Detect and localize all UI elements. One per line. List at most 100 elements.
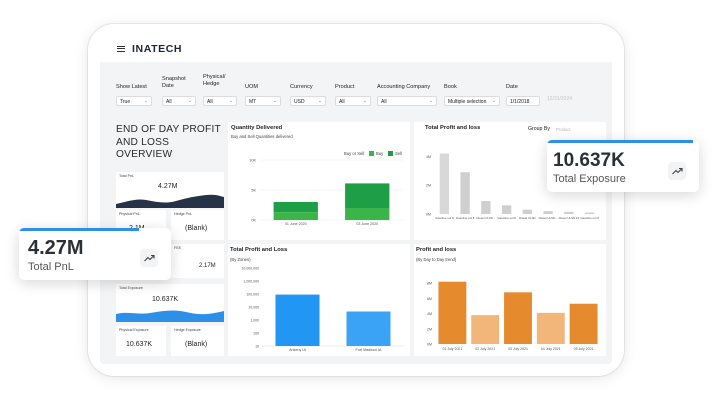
dashboard-screen: INATECH Show Latest True ⌄ Snapshot Date … [100, 36, 612, 364]
bar-buy[interactable] [345, 208, 390, 220]
chevron-down-icon: ⌄ [317, 97, 322, 104]
x-tick-label: Diesel ULSD 10 [559, 216, 580, 220]
y-tick-label: 8M [427, 282, 432, 286]
filter-label-accounting-company: Accounting Company [377, 84, 431, 90]
x-tick-label: Gasoline unl 8 [456, 216, 475, 220]
y-tick-label: 2M [427, 327, 432, 331]
panel-title: Profit and loss [416, 247, 457, 253]
kpi-label: FEE [174, 246, 181, 250]
group-by-select[interactable]: Product [556, 127, 571, 132]
filter-label-physical-hedge: Physical/ Hedge [203, 74, 226, 87]
x-tick-label: Gasoline unl 8 [580, 216, 599, 220]
float-value: 10.637K [553, 150, 625, 171]
panel-subtitle: (By Zones) [230, 257, 251, 262]
float-label: Total Exposure [553, 173, 626, 185]
bar-product[interactable] [460, 172, 470, 214]
hamburger-menu-icon[interactable] [117, 46, 125, 52]
x-tick-label: Diesel ULSD [519, 216, 536, 220]
pnl-sparkline [116, 194, 224, 208]
y-tick-label: 10 [255, 345, 259, 349]
y-tick-label: 10,000,000 [241, 267, 259, 271]
x-tick-label: 04 July 2021 [541, 347, 561, 351]
bar-product[interactable] [543, 211, 553, 214]
chevron-down-icon: ⌄ [187, 97, 192, 104]
legend-title: Buy or Sell [344, 151, 365, 156]
x-tick-label: 05 July 2021 [574, 347, 594, 351]
float-card-total-exposure[interactable]: 10.637K Total Exposure [547, 140, 699, 192]
kpi-value: 4.27M [158, 183, 178, 190]
bar-day[interactable] [569, 303, 598, 344]
kpi-label: Total Exposure [119, 286, 143, 290]
legend-buy[interactable]: Buy [376, 151, 384, 156]
bar-product[interactable] [584, 212, 595, 214]
bar-product[interactable] [501, 205, 512, 214]
panel-subtitle: (By Day to Day trend) [416, 257, 457, 262]
kpi-card-physical-exposure[interactable]: Physical Exposure 10.637K [116, 326, 166, 356]
app-logo: INATECH [132, 43, 183, 55]
kpi-label: Total PnL [119, 174, 134, 178]
card-accent-bar [547, 140, 693, 143]
kpi-value: (Blank) [185, 341, 208, 348]
bar-buy[interactable] [273, 212, 318, 220]
filter-select-currency[interactable]: USD ⌄ [290, 96, 326, 106]
filter-select-accounting-company[interactable]: All ⌄ [377, 96, 437, 106]
chevron-down-icon: ⌄ [428, 97, 433, 104]
y-tick-label: 1,000 [250, 319, 259, 323]
kpi-card-total-pnl[interactable]: Total PnL 4.27M [116, 172, 224, 208]
bar-sell[interactable] [273, 202, 318, 213]
y-tick-label: 4M [426, 155, 431, 159]
kpi-card-fee[interactable]: FEE 2.17M [171, 244, 224, 278]
chevron-down-icon: ⌄ [143, 97, 148, 104]
y-tick-label: 100,000 [246, 293, 259, 297]
float-card-total-pnl[interactable]: 4.27M Total PnL [19, 228, 171, 280]
bar-sell[interactable] [345, 183, 390, 208]
panel-title: Total Profit and loss [425, 125, 481, 131]
y-tick-label: 0M [427, 343, 432, 347]
x-tick-label: Diesel ULSD .. [476, 216, 495, 220]
group-by-label: Group By [528, 126, 550, 132]
bar-day[interactable] [438, 281, 467, 344]
kpi-card-hedge-exposure[interactable]: Hedge Exposure (Blank) [171, 326, 224, 356]
bar-zone[interactable] [346, 311, 391, 346]
card-accent-bar [19, 228, 139, 231]
x-tick-label: Ankeny IA [289, 348, 306, 352]
y-tick-label: 4M [427, 312, 432, 316]
bar-day[interactable] [471, 315, 500, 344]
bar-zone[interactable] [275, 294, 320, 346]
panel-title: Quantity Delivered [231, 125, 283, 131]
panel-quantity-delivered: Quantity Delivered Buy and Sell Quantiti… [228, 122, 410, 240]
filter-date-start[interactable]: 1/1/2018 [506, 96, 540, 106]
filter-select-snapshot-date[interactable]: All ⌄ [162, 96, 196, 106]
y-tick-label: 5K [251, 189, 256, 193]
kpi-value: 10.637K [152, 296, 179, 303]
kpi-card-total-exposure[interactable]: Total Exposure 10.637K [116, 284, 224, 322]
filter-select-physical-hedge[interactable]: All ⌄ [203, 96, 237, 106]
legend-swatch-sell [388, 151, 393, 156]
bar-product[interactable] [564, 211, 574, 214]
kpi-card-hedge-pnl[interactable]: Hedge PnL (Blank) [171, 210, 224, 240]
float-label: Total PnL [28, 261, 74, 273]
filter-select-product[interactable]: All ⌄ [335, 96, 371, 106]
bar-product[interactable] [439, 153, 450, 214]
quantity-chart: 0K 5K 10K 01 June 2020 03 June 2020 [228, 122, 410, 240]
x-tick-label: 01 June 2020 [285, 222, 307, 226]
kpi-value: (Blank) [185, 225, 208, 232]
trend-up-icon [668, 162, 686, 180]
bar-day[interactable] [504, 292, 532, 344]
filter-date-end[interactable]: 12/31/2024 [547, 96, 573, 102]
filter-label-uom: UOM [245, 84, 259, 90]
bar-product[interactable] [481, 201, 491, 214]
x-tick-label: 03 July 2021 [508, 347, 528, 351]
y-tick-label: 10,000 [248, 306, 259, 310]
products-chart: 0M 2M 4M Gasoline unl 8 Gasoline unl 8 Diesel… [414, 122, 606, 240]
filter-select-book[interactable]: Multiple selection ⌄ [444, 96, 500, 106]
legend-sell[interactable]: Sell [395, 151, 402, 156]
panel-pl-trend: Profit and loss (By Day to Day trend) 0M… [414, 244, 606, 356]
filter-select-uom[interactable]: MT ⌄ [245, 96, 281, 106]
filter-label-show-latest: Show Latest [116, 84, 147, 90]
y-tick-label: 1,000,000 [243, 280, 259, 284]
filter-label-snapshot-date: Snapshot Date [162, 76, 186, 89]
filter-select-show-latest[interactable]: True ⌄ [116, 96, 152, 106]
bar-product[interactable] [522, 209, 533, 214]
bar-day[interactable] [536, 312, 565, 344]
